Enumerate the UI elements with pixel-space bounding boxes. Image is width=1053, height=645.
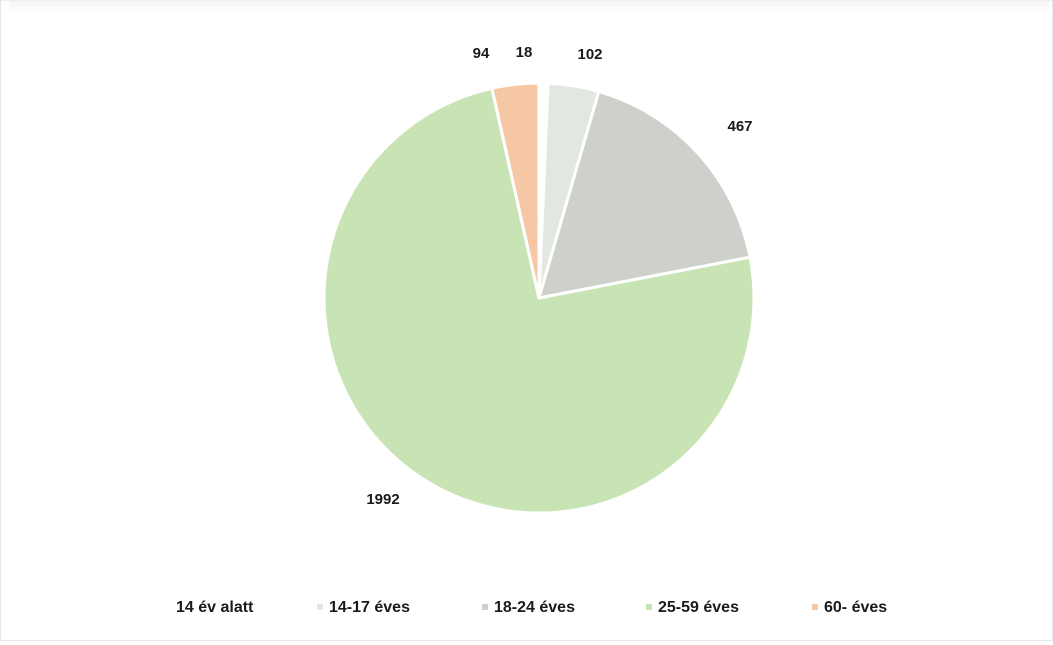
data-label-14-17-eves: 102 <box>577 46 602 63</box>
legend-swatch <box>482 604 488 610</box>
legend-label: 25-59 éves <box>658 599 739 616</box>
legend-label: 14-17 éves <box>329 599 410 616</box>
data-label-60-eves: 94 <box>473 45 490 62</box>
legend-swatch <box>812 604 818 610</box>
legend-label: 14 év alatt <box>176 599 254 616</box>
data-label-14-ev-alatt: 18 <box>516 44 533 61</box>
data-labels: 18 102 467 1992 94 <box>366 44 752 508</box>
legend-label: 18-24 éves <box>494 599 575 616</box>
pie-slices <box>322 81 756 515</box>
pie-slice-18-24-eves <box>537 90 752 300</box>
legend-item-14-17-eves: 14-17 éves <box>317 599 410 616</box>
pie-slice-25-59-eves <box>322 86 756 515</box>
data-label-25-59-eves: 1992 <box>366 491 399 508</box>
legend-swatch <box>317 604 323 610</box>
legend-item-60-eves: 60- éves <box>812 599 887 616</box>
legend-label: 60- éves <box>824 599 887 616</box>
legend-item-18-24-eves: 18-24 éves <box>482 599 575 616</box>
frame-shadow <box>9 1 1049 13</box>
data-label-18-24-eves: 467 <box>727 118 752 135</box>
legend-swatch <box>164 604 170 610</box>
legend-swatch <box>646 604 652 610</box>
legend: 14 év alatt 14-17 éves 18-24 éves 25-59 éve… <box>164 599 887 616</box>
legend-item-25-59-eves: 25-59 éves <box>646 599 739 616</box>
legend-item-14-ev-alatt: 14 év alatt <box>164 599 254 616</box>
pie-slice-60-eves <box>490 81 541 300</box>
